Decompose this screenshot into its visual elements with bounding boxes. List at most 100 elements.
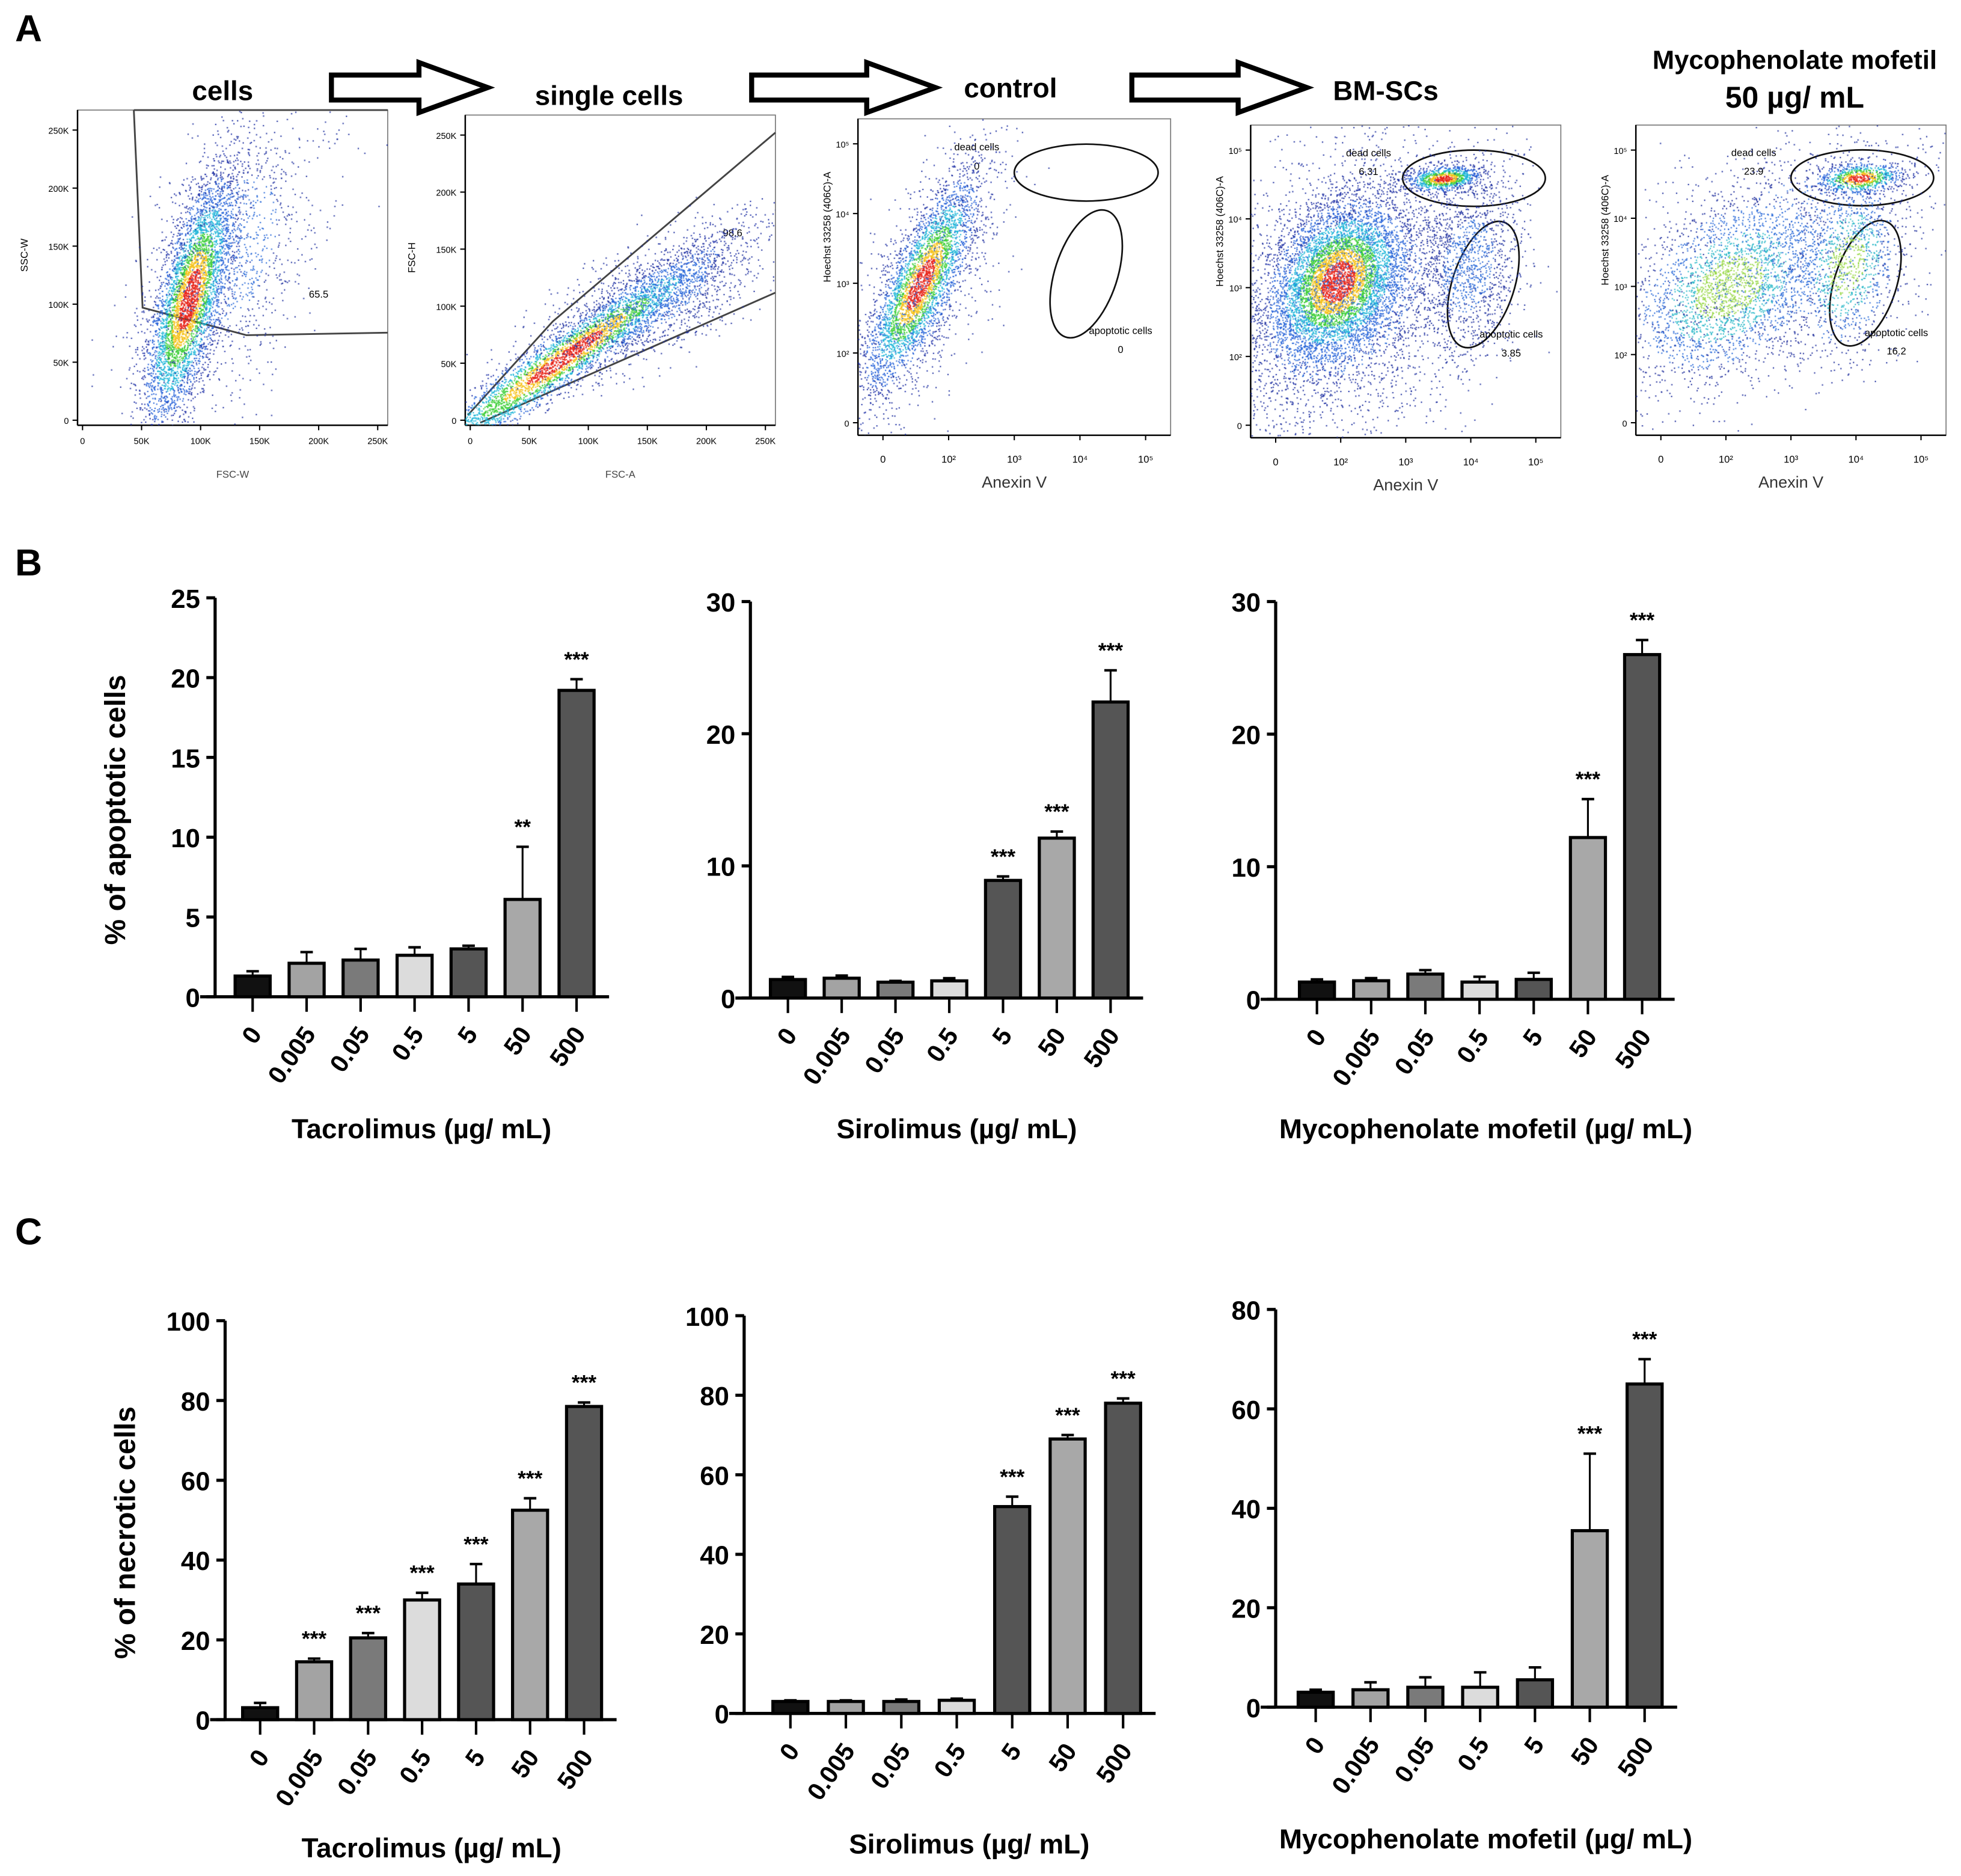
flow-scatter-density-5 [1636, 125, 1947, 435]
bar-50 [1570, 1529, 1609, 1709]
y-tick-label: 250K [436, 132, 456, 141]
x-tick-label: 200K [696, 437, 717, 446]
bar-5 [1516, 1678, 1555, 1709]
x-tick-label: 0.005 [1326, 1732, 1385, 1799]
y-tick-label: 0 [1246, 1694, 1261, 1723]
x-tick-label: 500 [1091, 1738, 1137, 1788]
bar-0 [771, 1700, 810, 1715]
y-tick-label: 20 [700, 1620, 729, 1650]
y-tick-label: 250K [48, 127, 69, 136]
x-tick-label: 0.05 [1389, 1732, 1440, 1788]
y-tick-label: 150K [436, 246, 456, 256]
significance-marker: *** [1055, 1404, 1080, 1427]
bar-0.5 [1460, 980, 1499, 1001]
bar-500 [1623, 653, 1662, 1001]
x-tick-label: 0.5 [1451, 1024, 1494, 1068]
x-tick-label: 500 [1612, 1732, 1659, 1782]
significance-marker: *** [564, 648, 589, 672]
step-title-single-cells: single cells [535, 81, 684, 111]
x-tick-label: 0.5 [393, 1744, 436, 1789]
y-tick-label: 20 [181, 1626, 210, 1656]
bar-0 [768, 978, 807, 1000]
y-tick-label: 10⁴ [1228, 215, 1241, 225]
y-tick-label: 100K [436, 302, 456, 312]
y-tick-label: 10 [171, 824, 200, 853]
y-tick-label: 20 [706, 720, 736, 750]
bar-5 [449, 947, 488, 999]
x-tick-label: 0 [468, 437, 473, 446]
x-tick-label: 10⁴ [1463, 456, 1479, 468]
y-tick-label: 40 [700, 1541, 729, 1571]
y-tick-label: 10⁵ [1229, 147, 1242, 156]
x-tick-label: 10⁵ [1138, 454, 1153, 465]
y-tick-label: 100 [685, 1302, 729, 1332]
significance-marker: *** [302, 1628, 327, 1651]
x-tick-label: 0.005 [1327, 1024, 1386, 1091]
bar-50 [511, 1509, 549, 1721]
bar-0 [240, 1706, 280, 1721]
y-tick-label: 10⁴ [1614, 215, 1627, 224]
y-tick-label: 0 [186, 983, 200, 1013]
significance-marker: *** [991, 845, 1016, 869]
x-tick-label: 5 [1519, 1732, 1550, 1759]
x-axis-label: Anexin V [982, 473, 1047, 491]
x-tick-label: 10² [941, 454, 956, 465]
x-tick-label: 0 [236, 1021, 267, 1049]
x-axis-label: Anexin V [1758, 473, 1823, 491]
panel-label-b: B [15, 542, 42, 584]
panel-label-a: A [15, 8, 42, 50]
significance-marker: *** [518, 1467, 543, 1491]
x-tick-label: 500 [1609, 1024, 1656, 1074]
step-title-control: control [964, 73, 1057, 103]
significance-marker: *** [1044, 800, 1069, 824]
x-tick-label: 5 [1517, 1024, 1549, 1052]
significance-marker: *** [1111, 1367, 1136, 1391]
x-axis-label: Sirolimus (µg/ mL) [849, 1829, 1089, 1860]
bar-500 [1091, 700, 1130, 1000]
bar-0.5 [395, 954, 434, 999]
x-tick-label: 0.005 [801, 1738, 860, 1805]
bar-0.05 [1406, 1685, 1445, 1709]
y-tick-label: 0 [195, 1706, 210, 1736]
y-tick-label: 10³ [1615, 283, 1627, 293]
bar-0.5 [930, 979, 968, 1000]
y-tick-label: 60 [181, 1467, 210, 1497]
bar-0 [233, 974, 272, 999]
y-tick-label: 200K [48, 185, 69, 194]
bar-50 [1568, 836, 1608, 1001]
flow-scatter-density-3 [858, 118, 1171, 435]
y-tick-label: 0 [1237, 421, 1242, 431]
x-tick-label: 0.5 [386, 1021, 429, 1065]
x-tick-label: 0 [1273, 456, 1278, 468]
y-tick-label: 80 [181, 1387, 210, 1417]
bar-0.5 [403, 1598, 441, 1721]
x-tick-label: 10² [1719, 454, 1733, 465]
x-tick-label: 10⁵ [1528, 456, 1543, 468]
bar-chart-4: 0 20 40 60 80 100 0 *** 0.005 *** 0.05 *** 0.5 *** 5 **… [110, 1307, 617, 1863]
y-tick-label: 30 [1231, 588, 1261, 618]
bar-0 [1296, 1690, 1335, 1709]
panel-label-c: C [15, 1212, 42, 1253]
x-tick-label: 10⁴ [1848, 454, 1864, 465]
x-tick-label: 0.05 [864, 1738, 916, 1794]
y-tick-label: 40 [181, 1546, 210, 1576]
y-tick-label: 10⁵ [836, 140, 849, 150]
bar-500 [1104, 1402, 1142, 1715]
y-tick-label: 80 [1231, 1296, 1261, 1325]
x-tick-label: 250K [755, 437, 776, 446]
y-axis-label: Hoechst 33258 (406C)-A [821, 171, 833, 283]
bar-0.005 [1351, 1688, 1390, 1709]
step-title-mmf-line1: Mycophenolate mofetil [1653, 45, 1937, 75]
y-tick-label: 0 [721, 984, 735, 1014]
x-axis-label: FSC-W [216, 469, 249, 480]
y-tick-label: 10² [837, 349, 849, 359]
arrow-icon-3 [1129, 59, 1315, 117]
bar-0.05 [876, 980, 915, 1000]
x-axis-label: Sirolimus (µg/ mL) [836, 1114, 1077, 1144]
x-axis-label: Mycophenolate mofetil (µg/ mL) [1279, 1824, 1692, 1854]
significance-marker: *** [1098, 639, 1124, 663]
